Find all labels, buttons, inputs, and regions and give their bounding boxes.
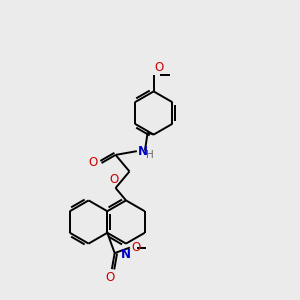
Text: O: O [89, 157, 98, 169]
Text: N: N [121, 248, 131, 260]
Text: H: H [146, 150, 154, 160]
Text: O: O [131, 241, 141, 254]
Text: N: N [138, 145, 148, 158]
Text: O: O [106, 271, 115, 284]
Text: O: O [154, 61, 164, 74]
Text: O: O [110, 173, 119, 187]
